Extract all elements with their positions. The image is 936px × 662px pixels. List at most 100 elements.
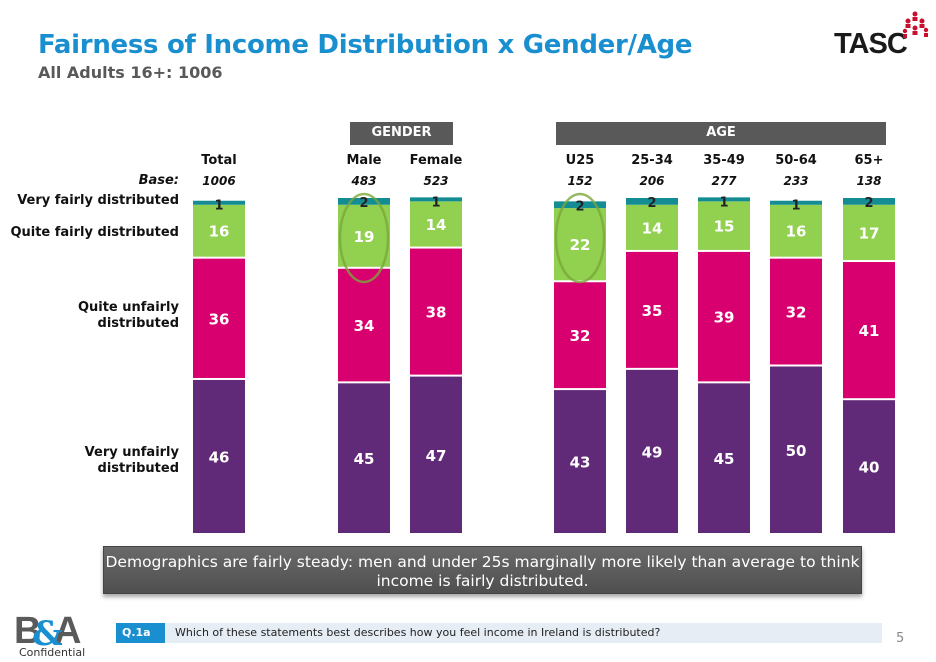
data-label-very-unfair: 50 [786,442,807,460]
bar-segment-very-unfair [698,383,750,533]
ba-logo: B A & [14,610,94,661]
data-label-quite-fair: 16 [786,223,807,241]
bar-segment-quite-unfair [843,262,895,399]
column-base: 1006 [202,174,236,188]
confidential-label: Confidential [19,646,86,659]
column-label: Female [409,153,463,168]
column-label: 35-49 [703,153,745,168]
data-label-quite-unfair: 38 [426,304,447,322]
row-label-quite-unfair: Quite unfairly distributed [78,300,179,332]
data-label-very-fair: 1 [214,199,223,214]
bar-segment-very-unfair [626,369,678,533]
data-label-quite-unfair: 34 [354,317,375,335]
column-label: U25 [565,153,595,168]
bar-segment-very-fair [193,200,245,205]
data-label-very-fair: 1 [431,195,440,210]
highlight-circle [338,192,390,284]
data-label-very-fair: 2 [647,196,656,211]
data-label-very-unfair: 43 [570,454,591,472]
page-number: 5 [896,631,905,646]
base-row-label: Base: [138,173,179,188]
bar-segment-very-unfair [843,400,895,533]
people-cluster-icon [902,11,929,38]
age-group-header: AGE [556,122,886,145]
bar-segment-very-unfair [770,366,822,533]
data-label-quite-unfair: 36 [209,310,230,328]
data-label-quite-fair: 19 [354,228,375,246]
data-label-quite-fair: 14 [642,219,663,237]
bar-segment-quite-unfair [626,251,678,368]
column-base: 233 [783,174,809,188]
bar-segment-very-unfair [410,376,462,533]
data-label-very-unfair: 40 [859,459,880,477]
data-label-quite-fair: 15 [714,218,735,236]
page-subtitle: All Adults 16+: 1006 [38,63,223,82]
page-title: Fairness of Income Distribution x Gender… [38,30,693,60]
data-label-quite-unfair: 32 [570,327,591,345]
column-label: Male [346,153,382,168]
row-label-very-unfair-line1: Very unfairly [84,445,179,460]
data-label-very-fair: 1 [719,195,728,210]
data-label-quite-unfair: 41 [859,322,880,340]
bar-segment-very-unfair [193,379,245,533]
data-label-very-unfair: 45 [354,450,375,468]
column-base: 523 [423,174,449,188]
bar-segment-very-fair [554,201,606,209]
data-label-very-fair: 2 [359,196,368,211]
tasc-logo-text: TASC [834,28,908,60]
question-text: Which of these statements best describes… [175,626,661,639]
bar-segment-quite-unfair [698,251,750,382]
bar-segment-quite-fair [843,204,895,261]
data-label-very-unfair: 45 [714,450,735,468]
data-label-very-fair: 2 [575,199,584,214]
question-tag: Q.1a [116,623,165,643]
bar-segment-quite-fair [193,204,245,257]
bar-segment-quite-fair [770,204,822,257]
column-base: 483 [351,174,377,188]
column-label: 50-64 [775,153,817,168]
row-label-very-unfair: Very unfairly distributed [85,445,179,477]
bar-segment-quite-unfair [338,268,390,382]
bar-segment-very-fair [626,198,678,205]
bar-segment-very-fair [843,198,895,205]
data-label-quite-fair: 16 [209,223,230,241]
bar-segment-quite-unfair [554,282,606,389]
data-label-very-unfair: 46 [209,448,230,466]
question-footer: Q.1a Which of these statements best desc… [116,623,882,643]
data-label-very-unfair: 49 [642,443,663,461]
bar-segment-quite-fair [626,204,678,250]
bar-segment-very-fair [338,198,390,205]
data-label-quite-fair: 22 [570,236,591,254]
bar-segment-quite-unfair [770,258,822,365]
highlight-circle [554,192,606,284]
bar-segment-quite-fair [698,201,750,250]
data-label-quite-fair: 17 [859,224,880,242]
row-label-quite-unfair-line1: Quite unfairly [77,300,179,315]
data-label-very-fair: 2 [864,196,873,211]
row-label-very-fair: Very fairly distributed [17,193,179,208]
row-label-very-unfair-line2: distributed [97,461,179,476]
data-label-quite-unfair: 32 [786,304,807,322]
data-label-quite-unfair: 35 [642,302,663,320]
tasc-logo: TASC [834,10,930,60]
bar-segment-very-fair [770,200,822,205]
column-label: 25-34 [631,153,673,168]
bar-segment-very-fair [698,197,750,202]
gender-group-header: GENDER [350,122,453,145]
row-label-quite-fair: Quite fairly distributed [10,225,179,240]
svg-text:&: & [32,614,63,647]
bar-segment-quite-fair [410,201,462,247]
column-base: 277 [711,174,737,188]
bar-segment-very-unfair [554,390,606,533]
bar-segment-very-fair [410,197,462,202]
row-label-quite-unfair-line2: distributed [97,316,179,331]
bar-segment-quite-unfair [193,258,245,378]
data-label-very-fair: 1 [791,199,800,214]
bar-segment-very-unfair [338,383,390,533]
svg-text:A: A [54,611,81,647]
data-label-very-unfair: 47 [426,447,447,465]
column-label: 65+ [854,153,884,168]
column-base: 138 [856,174,882,188]
bar-segment-quite-unfair [410,248,462,375]
